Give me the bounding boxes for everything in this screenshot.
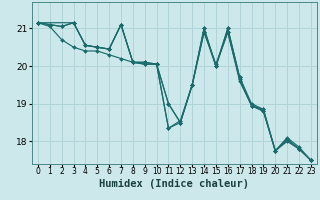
- X-axis label: Humidex (Indice chaleur): Humidex (Indice chaleur): [100, 179, 249, 189]
